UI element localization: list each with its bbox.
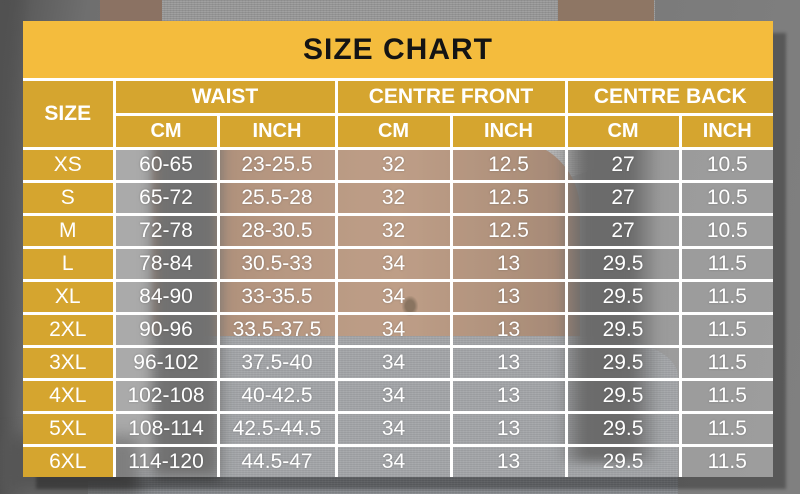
- centre-front-inch-header: INCH: [449, 113, 568, 150]
- value-cell: 90-96: [112, 312, 220, 348]
- value-cell: 13: [449, 411, 568, 447]
- table-row: 3XL 96-102 37.5-40 34 13 29.5 11.5: [23, 345, 773, 381]
- waist-inch-header: INCH: [216, 113, 338, 150]
- value-cell: 13: [449, 312, 568, 348]
- value-cell: 13: [449, 378, 568, 414]
- value-cell: 33-35.5: [216, 279, 338, 315]
- value-cell: 60-65: [112, 147, 220, 183]
- table-row: S 65-72 25.5-28 32 12.5 27 10.5: [23, 180, 773, 216]
- value-cell: 72-78: [112, 213, 220, 249]
- value-cell: 29.5: [564, 411, 682, 447]
- value-cell: 34: [334, 312, 453, 348]
- value-cell: 12.5: [449, 180, 568, 216]
- value-cell: 32: [334, 147, 453, 183]
- table-row: M 72-78 28-30.5 32 12.5 27 10.5: [23, 213, 773, 249]
- value-cell: 34: [334, 246, 453, 282]
- page-title: SIZE CHART: [303, 32, 493, 66]
- value-cell: 34: [334, 279, 453, 315]
- value-cell: 96-102: [112, 345, 220, 381]
- value-cell: 11.5: [678, 279, 773, 315]
- value-cell: 37.5-40: [216, 345, 338, 381]
- table-row: 5XL 108-114 42.5-44.5 34 13 29.5 11.5: [23, 411, 773, 447]
- size-label: S: [23, 180, 116, 216]
- value-cell: 65-72: [112, 180, 220, 216]
- value-cell: 12.5: [449, 213, 568, 249]
- size-label: XL: [23, 279, 116, 315]
- value-cell: 11.5: [678, 345, 773, 381]
- value-cell: 108-114: [112, 411, 220, 447]
- size-label: 4XL: [23, 378, 116, 414]
- table-row: L 78-84 30.5-33 34 13 29.5 11.5: [23, 246, 773, 282]
- value-cell: 29.5: [564, 444, 682, 477]
- table-row: 2XL 90-96 33.5-37.5 34 13 29.5 11.5: [23, 312, 773, 348]
- centre-front-cm-header: CM: [334, 113, 453, 150]
- centre-back-cm-header: CM: [564, 113, 682, 150]
- value-cell: 32: [334, 213, 453, 249]
- size-label: M: [23, 213, 116, 249]
- value-cell: 13: [449, 345, 568, 381]
- value-cell: 33.5-37.5: [216, 312, 338, 348]
- value-cell: 34: [334, 378, 453, 414]
- value-cell: 29.5: [564, 312, 682, 348]
- value-cell: 29.5: [564, 345, 682, 381]
- value-cell: 10.5: [678, 147, 773, 183]
- unit-header-row: CM INCH CM INCH CM INCH: [23, 113, 773, 150]
- value-cell: 23-25.5: [216, 147, 338, 183]
- value-cell: 11.5: [678, 378, 773, 414]
- title-banner: SIZE CHART: [23, 21, 773, 81]
- size-label: L: [23, 246, 116, 282]
- value-cell: 13: [449, 279, 568, 315]
- value-cell: 11.5: [678, 411, 773, 447]
- waist-group-header: WAIST: [112, 81, 338, 116]
- value-cell: 42.5-44.5: [216, 411, 338, 447]
- value-cell: 30.5-33: [216, 246, 338, 282]
- size-label: 3XL: [23, 345, 116, 381]
- value-cell: 10.5: [678, 213, 773, 249]
- waist-cm-header: CM: [114, 113, 220, 150]
- value-cell: 34: [334, 411, 453, 447]
- value-cell: 102-108: [112, 378, 220, 414]
- value-cell: 11.5: [678, 312, 773, 348]
- size-table: SIZE WAIST CENTRE FRONT CENTRE BACK CM I…: [23, 81, 773, 477]
- value-cell: 114-120: [112, 444, 220, 477]
- value-cell: 27: [564, 213, 682, 249]
- value-cell: 12.5: [449, 147, 568, 183]
- size-chart-block: SIZE CHART SIZE WAIST CENTRE FRONT CENTR…: [23, 21, 773, 477]
- value-cell: 13: [449, 444, 568, 477]
- table-row: 4XL 102-108 40-42.5 34 13 29.5 11.5: [23, 378, 773, 414]
- value-cell: 32: [334, 180, 453, 216]
- size-label: 5XL: [23, 411, 116, 447]
- table-row: XL 84-90 33-35.5 34 13 29.5 11.5: [23, 279, 773, 315]
- value-cell: 13: [449, 246, 568, 282]
- value-cell: 11.5: [678, 444, 773, 477]
- value-cell: 10.5: [678, 180, 773, 216]
- centre-front-group-header: CENTRE FRONT: [334, 81, 568, 116]
- size-label: 2XL: [23, 312, 116, 348]
- table-row: XS 60-65 23-25.5 32 12.5 27 10.5: [23, 147, 773, 183]
- value-cell: 78-84: [112, 246, 220, 282]
- value-cell: 29.5: [564, 279, 682, 315]
- table-row: 6XL 114-120 44.5-47 34 13 29.5 11.5: [23, 444, 773, 477]
- value-cell: 44.5-47: [216, 444, 338, 477]
- size-column-header: SIZE: [23, 81, 116, 150]
- size-label: XS: [23, 147, 116, 183]
- value-cell: 27: [564, 180, 682, 216]
- value-cell: 25.5-28: [216, 180, 338, 216]
- value-cell: 29.5: [564, 246, 682, 282]
- size-label: 6XL: [23, 444, 116, 477]
- centre-back-group-header: CENTRE BACK: [564, 81, 773, 116]
- centre-back-inch-header: INCH: [678, 113, 773, 150]
- value-cell: 29.5: [564, 378, 682, 414]
- value-cell: 34: [334, 444, 453, 477]
- value-cell: 34: [334, 345, 453, 381]
- value-cell: 40-42.5: [216, 378, 338, 414]
- group-header-row: SIZE WAIST CENTRE FRONT CENTRE BACK: [23, 81, 773, 150]
- value-cell: 11.5: [678, 246, 773, 282]
- value-cell: 27: [564, 147, 682, 183]
- value-cell: 84-90: [112, 279, 220, 315]
- value-cell: 28-30.5: [216, 213, 338, 249]
